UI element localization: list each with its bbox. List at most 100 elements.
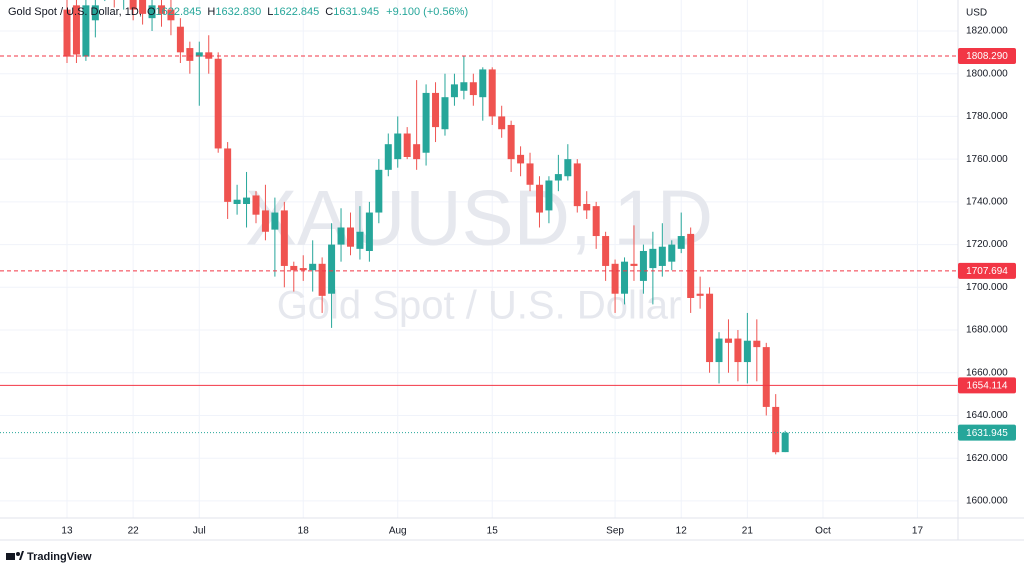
ohlc-value: 1631.945	[333, 6, 380, 18]
price-tag	[958, 424, 1016, 441]
candle-body	[318, 263, 326, 296]
candle-body	[753, 340, 761, 348]
candle-body	[677, 236, 685, 249]
candle-body	[72, 5, 80, 55]
brand-logo	[6, 551, 24, 560]
y-tick-label: 1780.000	[966, 111, 1008, 122]
x-tick-label: Jul	[193, 526, 206, 537]
price-tag	[958, 262, 1016, 279]
y-tick-label: 1820.000	[966, 26, 1008, 37]
candle-body	[290, 265, 298, 271]
ohlc-key: C	[325, 6, 334, 18]
ohlc-value: 1622.845	[155, 6, 202, 18]
y-tick-label: 1700.000	[966, 282, 1008, 293]
x-tick-label: Oct	[815, 526, 831, 537]
candle-body	[365, 212, 373, 251]
candle-body	[772, 406, 780, 453]
candle-body	[205, 52, 213, 59]
x-tick-label: 18	[298, 526, 310, 537]
candle-body	[658, 246, 666, 266]
candle-body	[602, 236, 610, 266]
y-tick-label: 1740.000	[966, 197, 1008, 208]
candle-body	[375, 169, 383, 213]
y-tick-label: 1640.000	[966, 410, 1008, 421]
watermark: XAUUSD, 1D	[245, 174, 713, 262]
candle-body	[734, 338, 742, 363]
candle-body	[394, 133, 402, 160]
candle-body	[82, 5, 90, 57]
candle-body	[639, 250, 647, 281]
candle-body	[649, 248, 657, 269]
ohlc-key: O	[146, 6, 156, 18]
price-tag	[958, 47, 1016, 64]
candle-body	[328, 244, 336, 294]
candle-body	[762, 347, 770, 407]
candle-body	[781, 432, 789, 453]
candle-body	[507, 124, 515, 160]
x-tick-label: 12	[676, 526, 688, 537]
candle-body	[224, 148, 232, 202]
grid	[0, 0, 958, 518]
x-tick-label: 17	[912, 526, 924, 537]
candle-body	[413, 144, 421, 160]
candle-body	[611, 263, 619, 294]
candle-body	[346, 227, 354, 247]
price-tag-label: 1707.694	[966, 266, 1008, 277]
y-tick-label: 1620.000	[966, 453, 1008, 464]
candle-body	[271, 212, 279, 230]
ohlc-value: 1622.845	[273, 6, 320, 18]
candle-body	[573, 163, 581, 207]
candle-body	[299, 268, 307, 271]
candle-body	[195, 52, 203, 57]
legend-header: Gold Spot / U.S. Dollar, 1D, O1622.845 H1…	[8, 6, 472, 18]
candle-body	[167, 9, 175, 21]
y-tick-label: 1680.000	[966, 325, 1008, 336]
x-tick-label: 21	[742, 526, 754, 537]
x-tick-label: 13	[61, 526, 73, 537]
ohlc-key: H	[207, 6, 216, 18]
candle-body	[469, 82, 477, 96]
candle-body	[148, 5, 156, 19]
candle-body	[403, 133, 411, 158]
currency-label: USD	[966, 8, 987, 19]
x-tick-label: Aug	[389, 526, 407, 537]
candle-body	[630, 263, 638, 266]
y-tick-label: 1720.000	[966, 239, 1008, 250]
candle-body	[261, 210, 269, 232]
candle-body	[564, 159, 572, 177]
candle-body	[432, 92, 440, 128]
x-tick-label: Sep	[606, 526, 624, 537]
candle-body	[337, 227, 345, 245]
candle-body	[706, 293, 714, 363]
x-tick-label: 22	[128, 526, 140, 537]
candle-body	[715, 338, 723, 363]
candle-body	[743, 340, 751, 363]
x-tick-label: 15	[487, 526, 499, 537]
plot	[0, 0, 958, 455]
candle-body	[356, 231, 364, 249]
candle-body	[91, 5, 99, 21]
axes: 1600.000 1620.000 1640.000 1660.000 1680.000…	[61, 26, 1016, 537]
candle-body	[592, 206, 600, 237]
price-tag-label: 1808.290	[966, 51, 1008, 62]
candle-body	[554, 174, 562, 181]
candle-body	[450, 84, 458, 98]
candle-body	[498, 116, 506, 130]
candle-body	[460, 82, 468, 91]
candle-body	[668, 244, 676, 262]
candle-body	[384, 144, 392, 170]
candle-body	[280, 210, 288, 266]
candle-body	[441, 97, 449, 130]
watermark-subtitle: Gold Spot / U.S. Dollar	[277, 284, 682, 328]
candle-body	[139, 0, 147, 14]
candle-body	[422, 92, 430, 153]
change: +9.100 (+0.56%)	[386, 6, 469, 18]
candle-body	[129, 0, 137, 10]
candle-body	[479, 69, 487, 98]
candle-body	[186, 48, 194, 61]
candle-body	[621, 261, 629, 294]
symbol-title: Gold Spot / U.S. Dollar, 1D,	[8, 6, 142, 18]
price-tag-label: 1654.114	[967, 380, 1008, 391]
